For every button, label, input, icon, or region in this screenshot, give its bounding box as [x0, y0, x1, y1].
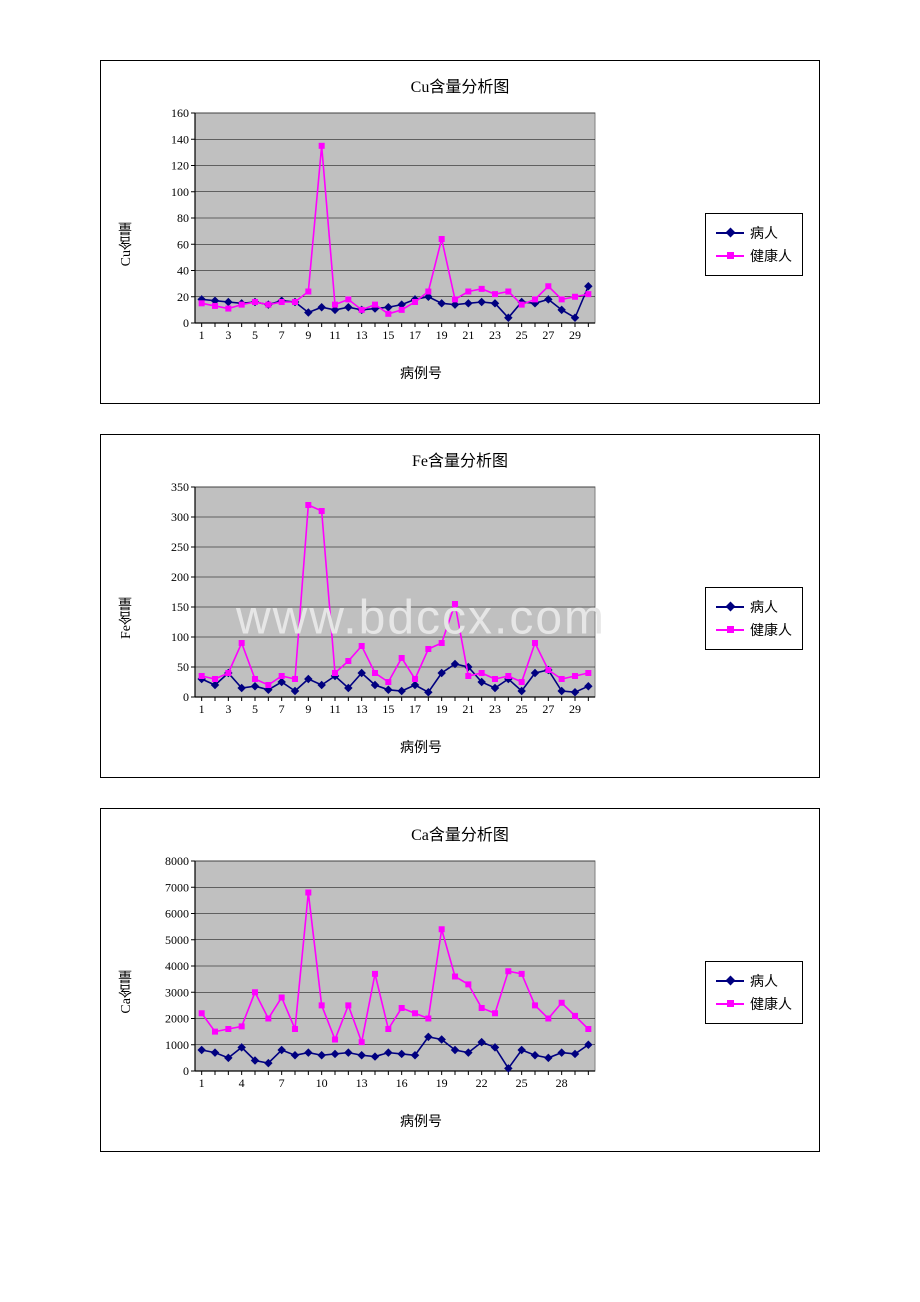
svg-text:1000: 1000 — [165, 1038, 189, 1052]
svg-text:16: 16 — [396, 1076, 408, 1090]
svg-text:7: 7 — [279, 702, 285, 716]
chart-plot: 0204060801001201401601357911131517192123… — [149, 105, 603, 359]
svg-text:160: 160 — [171, 106, 189, 120]
chart-title: Cu含量分析图 — [117, 73, 803, 97]
chart-plot: 0501001502002503003501357911131517192123… — [149, 479, 603, 733]
svg-text:25: 25 — [516, 328, 528, 342]
svg-text:23: 23 — [489, 702, 501, 716]
svg-text:17: 17 — [409, 702, 421, 716]
svg-text:4000: 4000 — [165, 959, 189, 973]
legend-item: 健康人 — [716, 246, 792, 266]
svg-text:13: 13 — [356, 1076, 368, 1090]
svg-text:23: 23 — [489, 328, 501, 342]
legend-item: 病人 — [716, 223, 792, 243]
legend-label: 健康人 — [750, 246, 792, 266]
svg-text:19: 19 — [436, 328, 448, 342]
svg-text:1: 1 — [199, 328, 205, 342]
svg-text:19: 19 — [436, 702, 448, 716]
svg-text:1: 1 — [199, 1076, 205, 1090]
svg-text:5000: 5000 — [165, 933, 189, 947]
legend-item: 病人 — [716, 597, 792, 617]
legend-item: 病人 — [716, 971, 792, 991]
legend-label: 健康人 — [750, 994, 792, 1014]
legend-label: 病人 — [750, 223, 778, 243]
svg-text:29: 29 — [569, 702, 581, 716]
legend: 病人健康人 — [705, 587, 803, 650]
chart-panel-cu: Cu含量分析图Cu含量02040608010012014016013579111… — [100, 60, 820, 404]
svg-text:28: 28 — [556, 1076, 568, 1090]
svg-text:40: 40 — [177, 264, 189, 278]
legend: 病人健康人 — [705, 213, 803, 276]
svg-text:29: 29 — [569, 328, 581, 342]
svg-text:0: 0 — [183, 316, 189, 330]
legend-item: 健康人 — [716, 620, 792, 640]
svg-text:3000: 3000 — [165, 985, 189, 999]
svg-text:5: 5 — [252, 702, 258, 716]
svg-text:0: 0 — [183, 690, 189, 704]
chart-panel-fe: Fe含量分析图Fe含量05010015020025030035013579111… — [100, 434, 820, 778]
svg-text:2000: 2000 — [165, 1012, 189, 1026]
svg-text:15: 15 — [382, 702, 394, 716]
svg-text:7: 7 — [279, 328, 285, 342]
svg-text:120: 120 — [171, 159, 189, 173]
svg-text:17: 17 — [409, 328, 421, 342]
x-axis-label: 病例号 — [149, 1111, 693, 1131]
svg-text:13: 13 — [356, 702, 368, 716]
legend-item: 健康人 — [716, 994, 792, 1014]
svg-text:100: 100 — [171, 185, 189, 199]
svg-text:21: 21 — [462, 328, 474, 342]
svg-text:80: 80 — [177, 211, 189, 225]
y-axis-label: Fe含量 — [117, 597, 137, 639]
svg-text:9: 9 — [305, 328, 311, 342]
legend-label: 病人 — [750, 971, 778, 991]
svg-text:19: 19 — [436, 1076, 448, 1090]
svg-text:22: 22 — [476, 1076, 488, 1090]
svg-text:6000: 6000 — [165, 907, 189, 921]
chart-title: Fe含量分析图 — [117, 447, 803, 471]
svg-text:1: 1 — [199, 702, 205, 716]
svg-text:3: 3 — [225, 328, 231, 342]
svg-text:7000: 7000 — [165, 880, 189, 894]
svg-text:350: 350 — [171, 480, 189, 494]
svg-text:7: 7 — [279, 1076, 285, 1090]
svg-text:21: 21 — [462, 702, 474, 716]
svg-text:60: 60 — [177, 237, 189, 251]
svg-text:13: 13 — [356, 328, 368, 342]
svg-text:10: 10 — [316, 1076, 328, 1090]
legend-label: 病人 — [750, 597, 778, 617]
x-axis-label: 病例号 — [149, 363, 693, 383]
svg-text:3: 3 — [225, 702, 231, 716]
svg-text:25: 25 — [516, 1076, 528, 1090]
svg-text:4: 4 — [239, 1076, 245, 1090]
legend-label: 健康人 — [750, 620, 792, 640]
chart-panel-ca: Ca含量分析图 Ca含量 0 1000 2000 3000 4000 5000 6000 7000… — [100, 808, 820, 1152]
svg-text:11: 11 — [329, 328, 341, 342]
chart-title: Ca含量分析图 — [117, 821, 803, 845]
svg-text:150: 150 — [171, 600, 189, 614]
svg-text:300: 300 — [171, 510, 189, 524]
svg-text:11: 11 — [329, 702, 341, 716]
svg-text:9: 9 — [305, 702, 311, 716]
svg-text:27: 27 — [542, 702, 554, 716]
legend: 病人健康人 — [705, 961, 803, 1024]
svg-text:5: 5 — [252, 328, 258, 342]
chart-plot: 0 1000 2000 3000 4000 5000 6000 7000 8000 1 4 7 10 13… — [149, 853, 603, 1107]
svg-text:200: 200 — [171, 570, 189, 584]
y-axis-label: Ca含量 — [117, 970, 137, 1014]
svg-text:27: 27 — [542, 328, 554, 342]
y-axis-label: Cu含量 — [117, 222, 137, 266]
svg-text:25: 25 — [516, 702, 528, 716]
svg-text:250: 250 — [171, 540, 189, 554]
svg-text:140: 140 — [171, 132, 189, 146]
svg-text:20: 20 — [177, 290, 189, 304]
svg-text:0: 0 — [183, 1064, 189, 1078]
x-axis-label: 病例号 — [149, 737, 693, 757]
svg-text:15: 15 — [382, 328, 394, 342]
svg-text:100: 100 — [171, 630, 189, 644]
svg-text:50: 50 — [177, 660, 189, 674]
svg-text:8000: 8000 — [165, 854, 189, 868]
